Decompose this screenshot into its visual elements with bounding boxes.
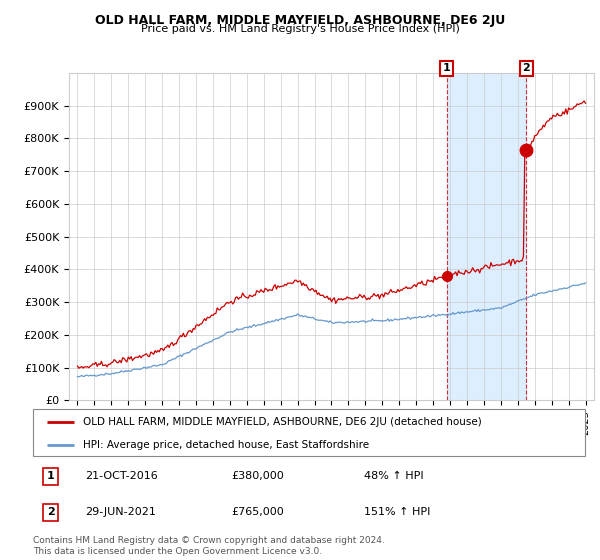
Text: 48% ↑ HPI: 48% ↑ HPI	[364, 471, 424, 481]
Text: 29-JUN-2021: 29-JUN-2021	[85, 507, 157, 517]
FancyBboxPatch shape	[33, 409, 585, 456]
Text: 151% ↑ HPI: 151% ↑ HPI	[364, 507, 431, 517]
Text: £765,000: £765,000	[232, 507, 284, 517]
Text: HPI: Average price, detached house, East Staffordshire: HPI: Average price, detached house, East…	[83, 440, 369, 450]
Text: 2: 2	[523, 63, 530, 73]
Text: OLD HALL FARM, MIDDLE MAYFIELD, ASHBOURNE, DE6 2JU: OLD HALL FARM, MIDDLE MAYFIELD, ASHBOURN…	[95, 14, 505, 27]
Text: 2: 2	[47, 507, 55, 517]
Text: Price paid vs. HM Land Registry's House Price Index (HPI): Price paid vs. HM Land Registry's House …	[140, 24, 460, 34]
Text: 21-OCT-2016: 21-OCT-2016	[85, 471, 158, 481]
Bar	[446, 73, 526, 400]
Text: OLD HALL FARM, MIDDLE MAYFIELD, ASHBOURNE, DE6 2JU (detached house): OLD HALL FARM, MIDDLE MAYFIELD, ASHBOURN…	[83, 417, 481, 427]
Text: Contains HM Land Registry data © Crown copyright and database right 2024.
This d: Contains HM Land Registry data © Crown c…	[33, 536, 385, 556]
Text: £380,000: £380,000	[232, 471, 284, 481]
Text: 1: 1	[443, 63, 451, 73]
Text: 1: 1	[47, 471, 55, 481]
